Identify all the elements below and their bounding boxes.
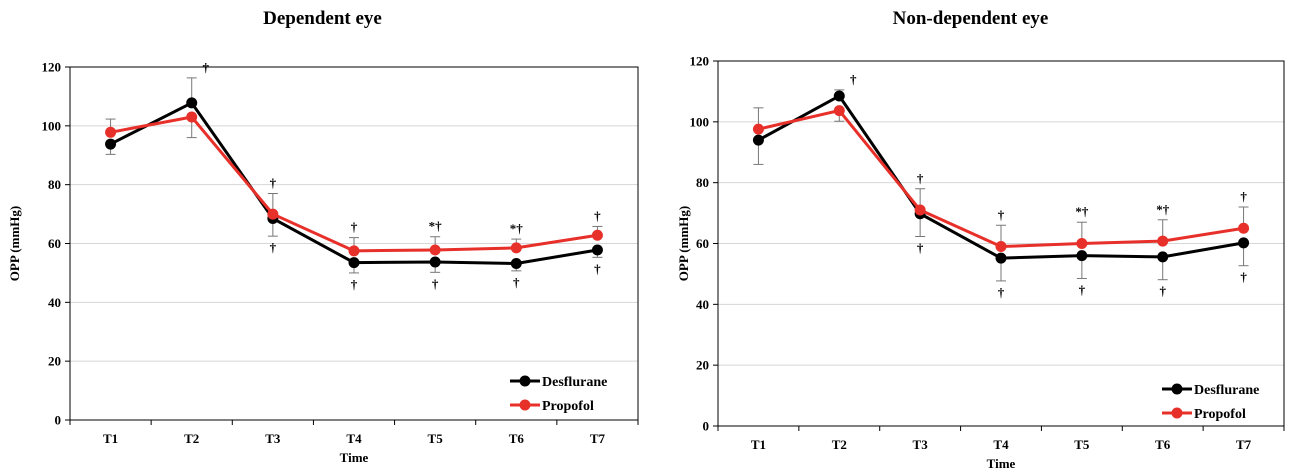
legend-label: Propofol — [1194, 407, 1246, 422]
y-tick-label: 0 — [703, 419, 710, 434]
data-point — [348, 257, 360, 269]
legend-marker — [519, 399, 531, 411]
legend-marker — [1171, 383, 1183, 395]
significance-marker: † — [270, 175, 277, 190]
x-tick-label: T3 — [265, 431, 281, 446]
data-point — [752, 123, 764, 135]
y-tick-label: 40 — [48, 295, 61, 310]
data-point — [105, 126, 117, 138]
significance-marker: † — [351, 220, 358, 235]
data-point — [591, 229, 603, 241]
data-point — [105, 138, 117, 150]
significance-marker: † — [1159, 284, 1166, 299]
data-point — [833, 90, 845, 102]
data-point — [1157, 235, 1169, 247]
significance-marker: † — [1079, 282, 1086, 297]
significance-marker: † — [917, 171, 924, 186]
data-point — [186, 97, 198, 109]
y-tick-label: 100 — [42, 118, 62, 133]
data-point — [429, 244, 441, 256]
x-tick-label: T7 — [590, 431, 606, 446]
plot-area — [717, 60, 1285, 427]
y-tick-label: 20 — [696, 358, 709, 373]
x-tick-label: T2 — [184, 431, 199, 446]
significance-marker: *† — [429, 219, 443, 234]
x-tick-label: T1 — [103, 431, 118, 446]
y-tick-label: 80 — [48, 177, 61, 192]
y-tick-label: 60 — [48, 236, 61, 251]
data-point — [591, 244, 603, 256]
significance-marker: † — [270, 240, 277, 255]
x-tick-label: T6 — [509, 431, 525, 446]
chart-panel-dependent: Dependent eye 0 20 40 60 80 100 120 T1 T2 T3 T4 T5 T… — [0, 0, 645, 475]
significance-marker: † — [513, 275, 520, 290]
data-point — [348, 245, 360, 257]
chart-dependent-eye: 0 20 40 60 80 100 120 T1 T2 T3 T4 T5 T6 T7 Time OPP (mm… — [7, 60, 639, 465]
y-tick-label: 100 — [690, 114, 710, 129]
data-point — [1157, 251, 1169, 263]
data-point — [914, 204, 926, 216]
data-point — [995, 241, 1007, 253]
x-tick-label: T3 — [913, 437, 929, 452]
data-point — [752, 134, 764, 146]
significance-marker: *† — [510, 221, 524, 236]
x-tick-label: T1 — [751, 437, 766, 452]
significance-marker: † — [1240, 189, 1247, 204]
y-tick-label: 60 — [696, 236, 709, 251]
significance-marker: † — [432, 276, 439, 291]
chart-panel-non-dependent: Non-dependent eye 0 20 40 60 80 100 120 T1 T2 T3 T… — [650, 0, 1291, 475]
data-point — [510, 258, 522, 270]
significance-marker: † — [594, 261, 601, 276]
x-tick-label: T4 — [993, 437, 1009, 452]
data-point — [186, 111, 198, 123]
data-point — [429, 256, 441, 268]
significance-marker: *† — [1156, 202, 1170, 217]
chart-title: Dependent eye — [263, 8, 382, 29]
significance-marker: † — [998, 207, 1005, 222]
x-tick-label: T5 — [1074, 437, 1090, 452]
data-point — [510, 242, 522, 254]
legend-label: Desflurane — [542, 375, 607, 390]
x-axis-title: Time — [340, 450, 369, 465]
y-tick-label: 80 — [696, 175, 709, 190]
significance-marker: † — [594, 208, 601, 223]
legend-label: Propofol — [542, 399, 594, 414]
y-axis-title: OPP (mmHg) — [7, 206, 22, 281]
significance-marker: † — [1240, 270, 1247, 285]
y-tick-label: 120 — [42, 60, 62, 75]
x-tick-label: T2 — [832, 437, 847, 452]
data-point — [1076, 238, 1088, 249]
significance-marker: † — [998, 285, 1005, 300]
y-axis-title: OPP (mmHg) — [676, 206, 691, 281]
chart-title: Non-dependent eye — [892, 8, 1049, 29]
y-tick-label: 20 — [48, 354, 61, 369]
y-tick-label: 120 — [690, 54, 710, 69]
data-point — [267, 208, 279, 220]
x-tick-label: T7 — [1236, 437, 1252, 452]
legend-marker — [1171, 407, 1183, 419]
significance-marker: *† — [1075, 204, 1089, 219]
plot-area — [69, 66, 639, 421]
data-point — [1238, 237, 1250, 249]
chart-non-dependent-eye: 0 20 40 60 80 100 120 T1 T2 T3 T4 T5 T6 T7 Time OPP (mm… — [676, 54, 1285, 471]
legend-marker — [519, 375, 531, 387]
x-tick-label: T6 — [1155, 437, 1171, 452]
data-point — [833, 105, 845, 117]
significance-marker: † — [202, 60, 209, 75]
data-point — [1076, 250, 1088, 262]
significance-marker: † — [917, 241, 924, 256]
legend-label: Desflurane — [1194, 383, 1259, 398]
significance-marker: † — [850, 72, 857, 87]
y-tick-label: 40 — [696, 297, 709, 312]
data-point — [1238, 222, 1250, 234]
significance-marker: † — [351, 277, 358, 292]
x-tick-label: T4 — [346, 431, 362, 446]
data-point — [995, 252, 1007, 264]
x-tick-label: T5 — [428, 431, 444, 446]
x-axis-title: Time — [987, 456, 1016, 471]
y-tick-label: 0 — [55, 413, 62, 428]
